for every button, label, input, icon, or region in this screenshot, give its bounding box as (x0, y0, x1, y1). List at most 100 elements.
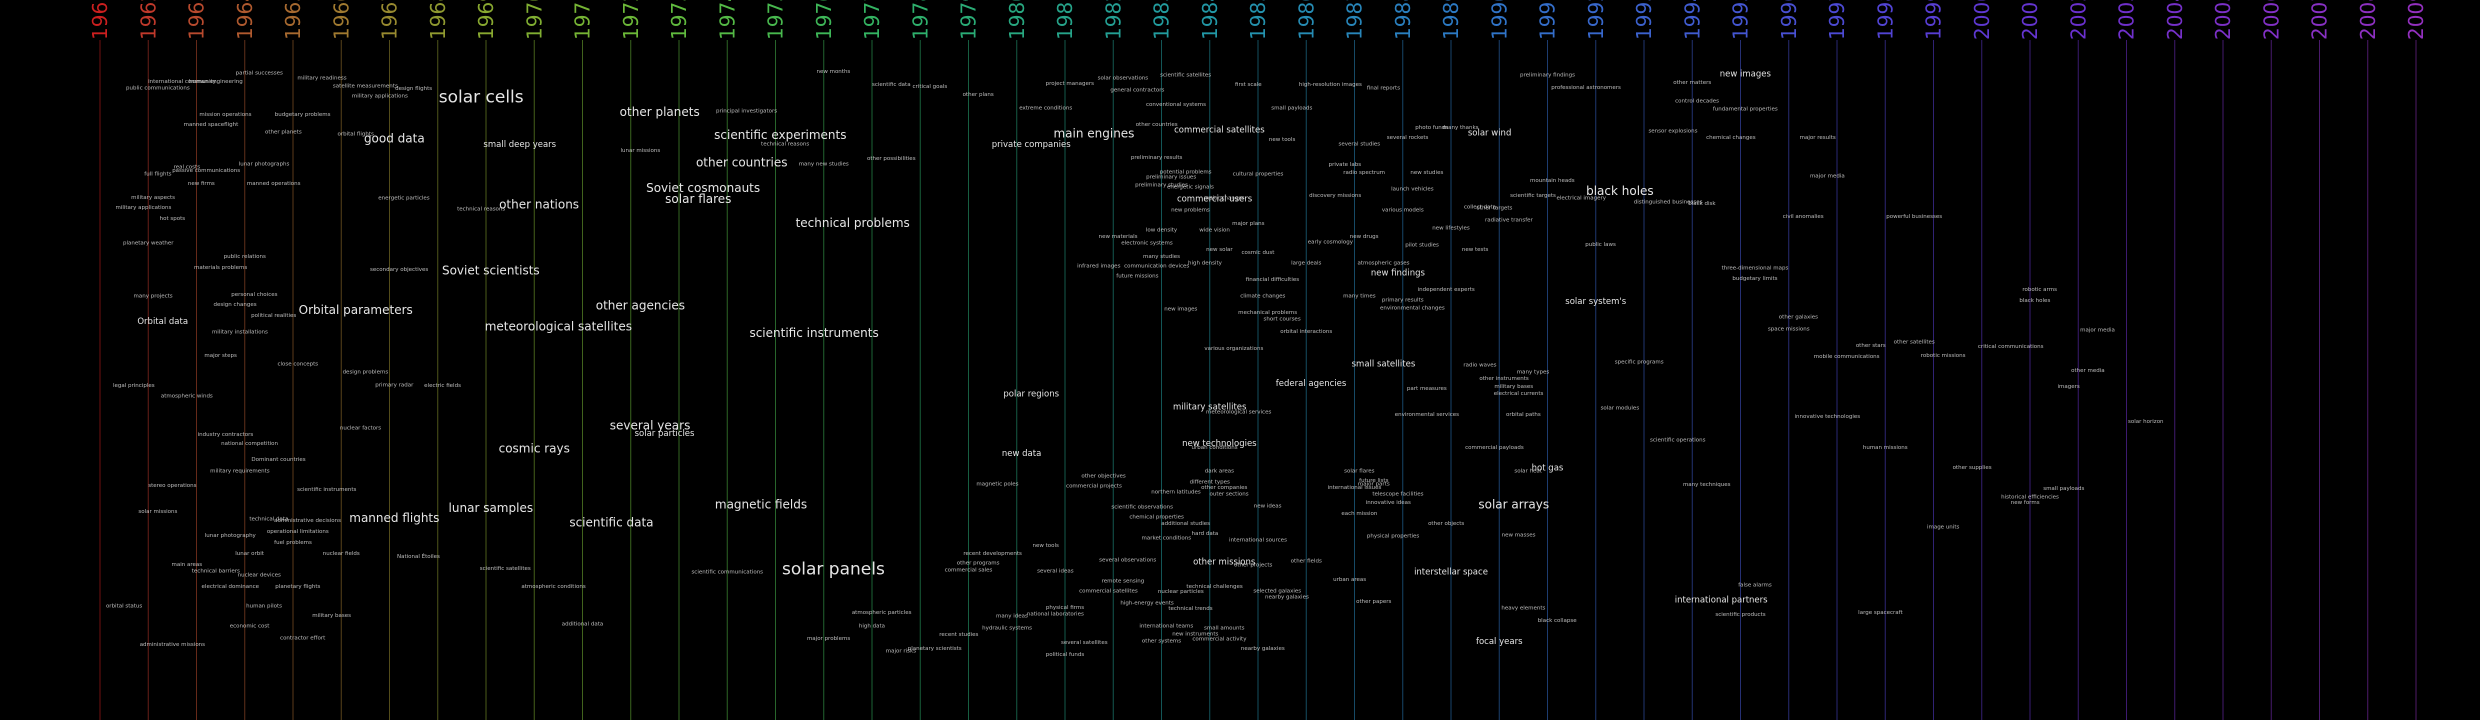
term-label: potential problems (1160, 169, 1212, 175)
term-label: Orbital parameters (299, 303, 413, 317)
term-label: other papers (1356, 599, 1391, 605)
term-label: hard data (1192, 531, 1219, 537)
term-label: scientific products (1715, 612, 1765, 618)
term-label: solar cells (439, 88, 524, 108)
term-label: physical properties (1367, 534, 1419, 540)
term-label: scientific satellites (1160, 72, 1211, 78)
term-label: historical efficiencies (2001, 495, 2059, 501)
term-label: other matters (1673, 80, 1711, 86)
term-label: main engines (1053, 127, 1134, 141)
term-label: new studies (1410, 170, 1443, 176)
term-label: radio spectrum (1343, 170, 1385, 176)
term-label: various models (1382, 208, 1424, 214)
term-label: preliminary findings (1520, 72, 1575, 78)
term-label: environmental services (1395, 412, 1459, 418)
term-label: many thanks (1443, 125, 1479, 131)
term-label: major steps (204, 353, 237, 359)
term-label: nearby galaxies (1241, 646, 1285, 652)
term-label: commercial activity (1192, 637, 1247, 643)
term-label: legal principles (113, 383, 155, 389)
term-label: innovative technologies (1795, 414, 1861, 420)
term-label: several rockets (1387, 135, 1429, 141)
term-label: small payloads (1271, 105, 1312, 111)
year-tick-label: 1996 (1777, 0, 1801, 40)
term-label: environmental changes (1380, 305, 1445, 311)
term-label: national competition (221, 441, 278, 447)
term-label: technical problems (796, 216, 910, 230)
term-label: new images (1164, 307, 1197, 313)
term-label: scientific observations (1111, 505, 1173, 511)
year-tick-label: 1979 (957, 0, 981, 40)
term-label: recent developments (963, 551, 1022, 557)
term-label: scientific instruments (297, 487, 356, 493)
term-label: several years (610, 418, 691, 432)
term-label: extreme conditions (1019, 105, 1072, 111)
term-label: public communications (126, 86, 190, 92)
term-label: mountain heads (1530, 178, 1575, 184)
term-label: technical trends (1168, 606, 1212, 612)
term-label: part measures (1407, 386, 1447, 392)
term-label: imagers (2057, 384, 2079, 390)
term-label: preliminary results (1131, 155, 1183, 161)
term-label: atmospheric winds (161, 394, 213, 400)
term-label: major results (1800, 135, 1836, 141)
term-label: short courses (1264, 317, 1301, 323)
term-label: other countries (1136, 122, 1178, 128)
term-label: personal choices (231, 292, 277, 298)
term-label: scientific experiments (714, 128, 846, 142)
year-tick-label: 1997 (1825, 0, 1849, 40)
term-label: nuclear fields (323, 551, 360, 557)
term-label: small payloads (2043, 486, 2084, 492)
term-label: many techniques (1683, 482, 1731, 488)
term-label: many ideas (996, 614, 1028, 620)
term-label: large deals (1291, 260, 1321, 266)
term-label: orbital flights (337, 132, 374, 138)
year-tick-label: 2003 (2115, 0, 2139, 40)
term-label: energetic signals (1167, 185, 1214, 191)
year-tick-label: 1964 (233, 0, 257, 40)
term-label: primary radar (375, 383, 414, 389)
term-label: nuclear devices (238, 573, 281, 579)
term-label: radiative transfer (1485, 218, 1534, 224)
term-label: cosmic rays (499, 442, 570, 456)
year-tick-label: 1962 (136, 0, 160, 40)
term-label: passive communications (172, 168, 240, 174)
term-label: new findings (1371, 269, 1426, 279)
term-label: Soviet cosmonauts (646, 181, 760, 195)
term-label: telescope facilities (1372, 491, 1423, 497)
term-label: solar heat (1514, 468, 1542, 474)
year-tick-label: 2007 (2308, 0, 2332, 40)
term-label: close concepts (277, 361, 318, 367)
term-label: fundamental properties (1713, 107, 1778, 113)
year-tick-label: 1992 (1584, 0, 1608, 40)
term-label: scientific operations (1650, 437, 1706, 443)
year-tick-label: 1975 (764, 0, 788, 40)
term-label: Dominant countries (251, 457, 305, 463)
term-label: project managers (1046, 81, 1095, 87)
term-label: critical goals (913, 84, 948, 90)
term-label: materials problems (194, 265, 247, 271)
year-tick-label: 1999 (1922, 0, 1946, 40)
term-label: many new studies (799, 161, 849, 167)
term-label: other objectives (1081, 474, 1126, 480)
term-label: critical communications (1978, 344, 2044, 350)
term-label: design flights (395, 86, 432, 92)
term-label: military bases (1494, 384, 1533, 390)
term-label: commercial payloads (1465, 445, 1524, 451)
term-label: small deep years (483, 140, 556, 150)
year-tick-label: 1967 (378, 0, 402, 40)
term-label: commercial satellites (1079, 588, 1138, 594)
term-label: military bases (312, 613, 351, 619)
term-label: discovery missions (1309, 193, 1361, 199)
year-tick-label: 1973 (667, 0, 691, 40)
term-label: climate changes (1240, 293, 1285, 299)
term-label: new tools (1032, 543, 1059, 549)
term-label: private companies (992, 140, 1071, 150)
term-label: planetary scientists (908, 646, 962, 652)
term-label: new lifestyles (1432, 225, 1470, 231)
term-label: cultural properties (1233, 171, 1284, 177)
year-tick-label: 1998 (1873, 0, 1897, 40)
term-label: electrical imagery (1556, 196, 1606, 202)
term-label: human pilots (246, 604, 282, 610)
term-label: orbital status (106, 604, 142, 610)
